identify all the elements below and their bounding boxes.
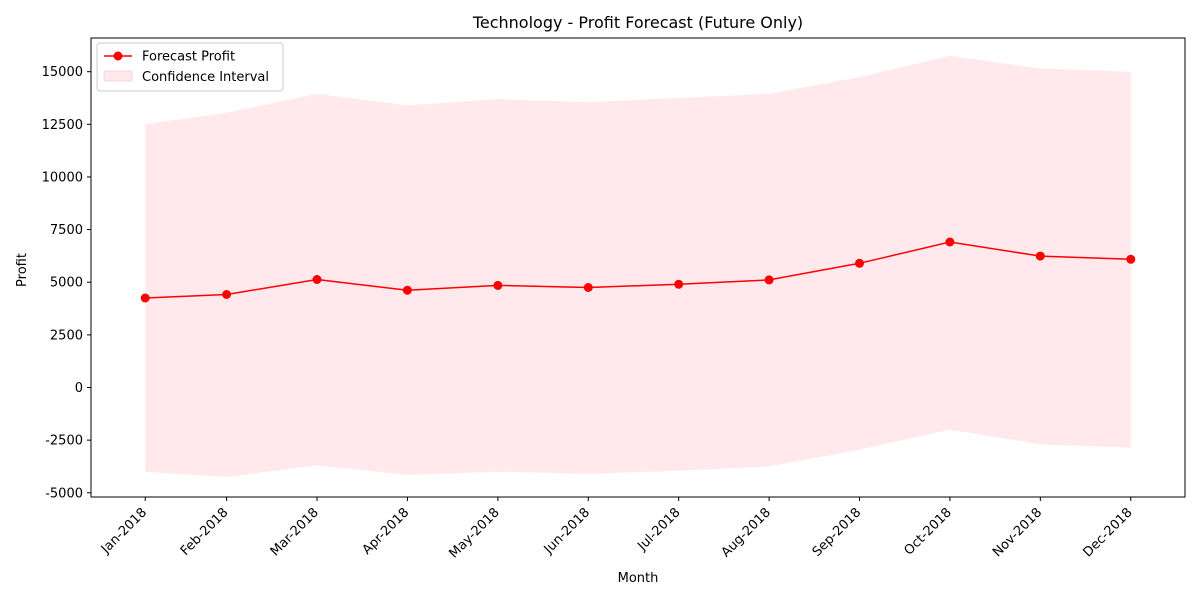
x-tick-label-0: Jan-2018 — [98, 505, 150, 557]
y-tick-label-2: 0 — [75, 381, 83, 396]
x-tick-label-7: Aug-2018 — [719, 505, 774, 560]
x-tick-label-10: Nov-2018 — [990, 505, 1045, 560]
y-tick-label-5: 7500 — [50, 223, 83, 238]
y-axis-title: Profit — [15, 253, 30, 287]
legend-marker-forecast — [113, 51, 123, 61]
x-tick-label-11: Dec-2018 — [1080, 505, 1135, 560]
confidence-band — [145, 55, 1131, 478]
legend-swatch-confidence — [103, 70, 133, 82]
x-axis-title: Month — [618, 571, 659, 586]
data-point-11 — [1126, 254, 1136, 264]
y-tick-label-0: -5000 — [45, 486, 83, 501]
y-tick-label-7: 12500 — [42, 118, 83, 133]
x-tick-label-1: Feb-2018 — [178, 505, 232, 559]
data-point-10 — [1035, 251, 1045, 261]
series-line-0 — [145, 241, 1131, 299]
data-point-2 — [312, 275, 322, 284]
y-tick-label-6: 10000 — [42, 170, 83, 185]
x-tick-label-9: Oct-2018 — [902, 505, 955, 558]
legend: Forecast Profit Confidence Interval — [96, 42, 284, 92]
y-tick-label-8: 15000 — [42, 65, 83, 80]
x-tick-label-5: Jun-2018 — [541, 505, 593, 557]
data-point-1 — [222, 290, 232, 299]
x-tick-label-2: Mar-2018 — [268, 505, 322, 559]
legend-label-confidence: Confidence Interval — [142, 70, 269, 85]
y-tick-label-1: -2500 — [45, 434, 83, 449]
data-point-4 — [493, 280, 503, 290]
x-tick-label-3: Apr-2018 — [360, 505, 413, 558]
chart-title: Technology - Profit Forecast (Future Onl… — [472, 13, 803, 32]
legend-label-forecast: Forecast Profit — [142, 50, 235, 65]
plot-area: -5000 -2500 0 2500 5000 7500 10000 12500 15000 Ja… — [42, 37, 1186, 561]
data-point-5 — [583, 283, 593, 292]
x-tick-label-4: May-2018 — [447, 505, 503, 561]
y-tick-label-4: 5000 — [50, 276, 83, 291]
x-tick-label-6: Jul-2018 — [634, 505, 683, 554]
x-tick-label-8: Sep-2018 — [810, 505, 865, 560]
plot-frame — [90, 37, 1186, 498]
y-tick-label-3: 2500 — [50, 328, 83, 343]
data-point-9 — [945, 237, 955, 247]
data-point-7 — [764, 275, 774, 285]
legend-box — [96, 42, 284, 92]
data-point-6 — [674, 279, 684, 289]
data-point-8 — [855, 258, 864, 268]
data-point-3 — [402, 285, 412, 295]
data-point-0 — [140, 293, 150, 303]
